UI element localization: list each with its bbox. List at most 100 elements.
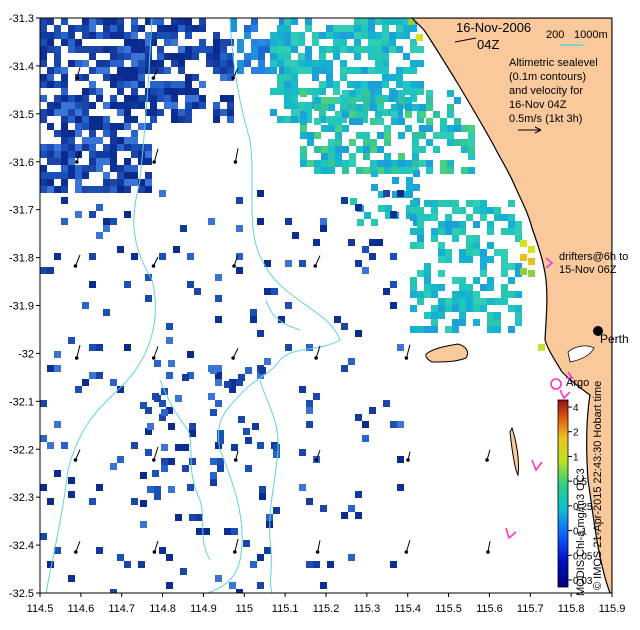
chl-pixel xyxy=(405,111,412,118)
chl-pixel xyxy=(215,372,222,379)
chl-pixel xyxy=(89,144,96,151)
chl-pixel xyxy=(150,116,157,123)
chl-pixel xyxy=(454,125,461,132)
chl-pixel xyxy=(528,258,535,265)
chl-pixel xyxy=(300,90,307,97)
chl-pixel xyxy=(251,67,258,74)
velocity-arrow-tip xyxy=(486,550,490,554)
chl-pixel xyxy=(403,32,410,39)
chl-pixel xyxy=(47,102,54,109)
chl-pixel xyxy=(54,365,61,372)
chl-pixel xyxy=(47,442,54,449)
chl-pixel xyxy=(438,256,445,263)
chl-pixel xyxy=(424,263,431,270)
chl-pixel xyxy=(391,167,398,174)
chl-pixel xyxy=(326,32,333,39)
chl-pixel xyxy=(75,95,82,102)
chl-pixel xyxy=(251,39,258,46)
chl-pixel xyxy=(410,242,417,249)
chl-pixel xyxy=(341,197,348,204)
chl-pixel xyxy=(494,326,501,333)
chl-pixel xyxy=(164,102,171,109)
chl-pixel xyxy=(305,53,312,60)
chl-pixel xyxy=(117,246,124,253)
chl-pixel xyxy=(250,561,257,568)
chl-pixel xyxy=(168,486,175,493)
chl-pixel xyxy=(382,81,389,88)
chl-pixel xyxy=(182,465,189,472)
chl-pixel xyxy=(145,179,152,186)
chl-pixel xyxy=(291,39,298,46)
chl-pixel xyxy=(61,74,68,81)
x-tick-label: 115.8 xyxy=(558,603,585,615)
chl-pixel xyxy=(171,25,178,32)
colorbar-tick-label: 0.03 xyxy=(573,576,593,587)
chl-pixel xyxy=(250,309,257,316)
drifter-tracks xyxy=(505,257,574,540)
chl-pixel xyxy=(285,218,292,225)
chl-pixel xyxy=(369,239,376,246)
velocity-arrow-tip xyxy=(151,356,156,360)
chl-pixel xyxy=(391,118,398,125)
chl-pixel xyxy=(419,125,426,132)
chl-pixel xyxy=(291,67,298,74)
chl-pixel xyxy=(273,507,280,514)
x-tick-label: 115.1 xyxy=(272,603,299,615)
chl-pixel xyxy=(417,46,424,53)
chl-pixel xyxy=(364,212,371,219)
chl-pixel xyxy=(103,158,110,165)
chl-pixel xyxy=(150,67,157,74)
chl-pixel xyxy=(438,200,445,207)
chl-pixel xyxy=(438,298,445,305)
chl-pixel xyxy=(361,116,368,123)
chl-pixel xyxy=(314,104,321,111)
chl-pixel xyxy=(382,67,389,74)
chl-pixel xyxy=(355,330,362,337)
chl-pixel xyxy=(265,46,272,53)
chl-pixel xyxy=(270,67,277,74)
chl-pixel xyxy=(487,207,494,214)
chl-pixel xyxy=(284,60,291,67)
chl-pixel xyxy=(305,109,312,116)
chl-pixel xyxy=(412,104,419,111)
chl-pixel xyxy=(131,498,138,505)
chl-pixel xyxy=(96,344,103,351)
chl-pixel xyxy=(390,302,397,309)
chl-pixel xyxy=(363,97,370,104)
chl-pixel xyxy=(459,305,466,312)
chl-pixel xyxy=(185,46,192,53)
chl-pixel xyxy=(431,235,438,242)
chl-pixel xyxy=(291,88,298,95)
chl-pixel xyxy=(312,67,319,74)
chl-pixel xyxy=(117,53,124,60)
chl-pixel xyxy=(299,260,306,267)
chl-pixel xyxy=(291,95,298,102)
chl-pixel xyxy=(405,125,412,132)
chl-pixel xyxy=(180,225,187,232)
chl-pixel xyxy=(229,379,236,386)
chl-pixel xyxy=(487,242,494,249)
velocity-arrow-tip xyxy=(406,458,410,462)
chl-pixel xyxy=(306,407,313,414)
x-tick-label: 115.9 xyxy=(599,603,626,615)
chl-pixel xyxy=(426,90,433,97)
chl-pixel xyxy=(384,132,391,139)
chl-pixel xyxy=(217,458,224,465)
chl-pixel xyxy=(405,97,412,104)
chl-pixel xyxy=(54,151,61,158)
chl-pixel xyxy=(508,228,515,235)
chl-pixel xyxy=(75,172,82,179)
chl-pixel xyxy=(445,326,452,333)
chl-pixel xyxy=(140,500,147,507)
chl-pixel xyxy=(54,172,61,179)
chl-pixel xyxy=(215,295,222,302)
chl-pixel xyxy=(175,444,182,451)
chl-pixel xyxy=(452,291,459,298)
chl-pixel xyxy=(348,505,355,512)
chl-pixel xyxy=(396,102,403,109)
chl-pixel xyxy=(520,268,527,275)
chl-pixel xyxy=(326,46,333,53)
chl-pixel xyxy=(361,18,368,25)
chl-pixel xyxy=(258,67,265,74)
chl-pixel xyxy=(382,32,389,39)
